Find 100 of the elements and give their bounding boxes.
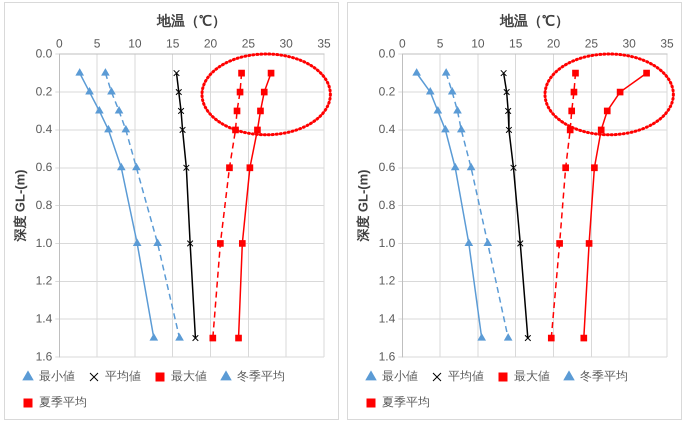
point	[104, 125, 112, 132]
legend-label: 最大値	[514, 369, 550, 384]
point	[643, 70, 650, 76]
x-tick-label: 35	[660, 36, 674, 50]
point	[451, 163, 460, 170]
point	[254, 126, 261, 134]
point	[442, 68, 450, 76]
x-tick-label: 10	[471, 36, 485, 50]
point	[246, 164, 254, 172]
x-axis-title: 地温（℃）	[499, 12, 570, 28]
point	[504, 334, 512, 341]
point	[506, 126, 512, 134]
x-tick-label: 30	[622, 36, 636, 50]
x-tick-label: 5	[94, 36, 101, 50]
point	[441, 125, 450, 132]
legend-label: 最小値	[382, 369, 418, 384]
y-tick-label: 1.6	[36, 349, 53, 364]
legend-label: 最大値	[171, 369, 207, 384]
legend-label: 最小値	[39, 369, 75, 384]
point	[448, 88, 456, 95]
y-tick-label: 0.2	[378, 84, 396, 98]
point	[178, 108, 184, 114]
x-axis-title: 地温（℃）	[156, 12, 226, 28]
x-tick-label: 25	[584, 36, 598, 50]
point	[454, 106, 462, 114]
point	[562, 164, 569, 172]
y-tick-label: 1.4	[36, 311, 53, 326]
x-tick-label: 15	[509, 36, 523, 50]
y-tick-label: 0.4	[378, 122, 396, 136]
point	[186, 240, 194, 247]
y-axis-title: 深度 GL-(m)	[355, 169, 370, 243]
y-tick-label: 1.2	[36, 274, 53, 288]
point	[604, 108, 611, 114]
point	[568, 108, 576, 114]
point	[86, 88, 94, 95]
point	[236, 88, 244, 96]
point	[478, 334, 486, 341]
y-tick-label: 0.0	[378, 46, 396, 61]
point	[115, 106, 123, 114]
x-tick-label: 30	[280, 36, 294, 50]
point	[95, 106, 104, 114]
point	[108, 88, 116, 95]
y-tick-label: 0.0	[36, 46, 53, 61]
point	[572, 70, 579, 76]
point	[570, 88, 578, 96]
y-tick-label: 0.4	[36, 122, 53, 136]
y-tick-label: 0.8	[36, 198, 53, 212]
point	[192, 334, 199, 342]
x-tick-label: 25	[242, 36, 256, 50]
y-tick-label: 0.2	[36, 84, 53, 98]
point	[175, 88, 182, 96]
point	[457, 125, 466, 132]
point	[510, 164, 517, 172]
point	[238, 240, 246, 247]
point	[217, 240, 224, 247]
legend-label: 夏季平均	[382, 395, 430, 410]
point	[464, 238, 473, 246]
legend-label: 平均値	[448, 369, 484, 384]
point	[580, 334, 588, 342]
point	[467, 163, 476, 170]
x-tick-label: 20	[546, 36, 561, 50]
point	[484, 238, 492, 246]
point	[154, 238, 162, 246]
point	[133, 238, 142, 246]
point	[412, 68, 421, 76]
point	[500, 70, 507, 76]
point	[132, 163, 140, 170]
point	[183, 164, 190, 172]
point	[76, 68, 84, 76]
x-tick-label: 5	[436, 36, 444, 50]
point	[548, 334, 555, 342]
point	[122, 125, 130, 132]
y-tick-label: 1.2	[378, 274, 396, 288]
y-axis-title: 深度 GL-(m)	[12, 169, 28, 243]
point	[101, 68, 110, 76]
point	[238, 70, 245, 76]
point	[209, 334, 216, 342]
point	[176, 334, 184, 341]
legend-label: 平均値	[105, 369, 141, 384]
point	[173, 70, 180, 76]
point	[586, 240, 592, 247]
point	[426, 88, 434, 95]
x-tick-label: 0	[398, 36, 406, 50]
point	[117, 163, 126, 170]
point	[504, 108, 512, 114]
y-tick-label: 0.8	[378, 198, 396, 212]
point	[150, 334, 158, 341]
point	[616, 88, 624, 96]
legend-label: 冬季平均	[580, 369, 628, 384]
point	[260, 88, 268, 96]
point	[556, 240, 563, 247]
point	[226, 164, 233, 172]
point	[591, 164, 598, 172]
point	[257, 108, 264, 114]
point	[235, 334, 242, 342]
y-tick-label: 1.0	[36, 236, 53, 250]
legend-label: 夏季平均	[39, 395, 87, 410]
point	[598, 126, 605, 134]
point	[268, 70, 274, 76]
point	[179, 126, 186, 134]
